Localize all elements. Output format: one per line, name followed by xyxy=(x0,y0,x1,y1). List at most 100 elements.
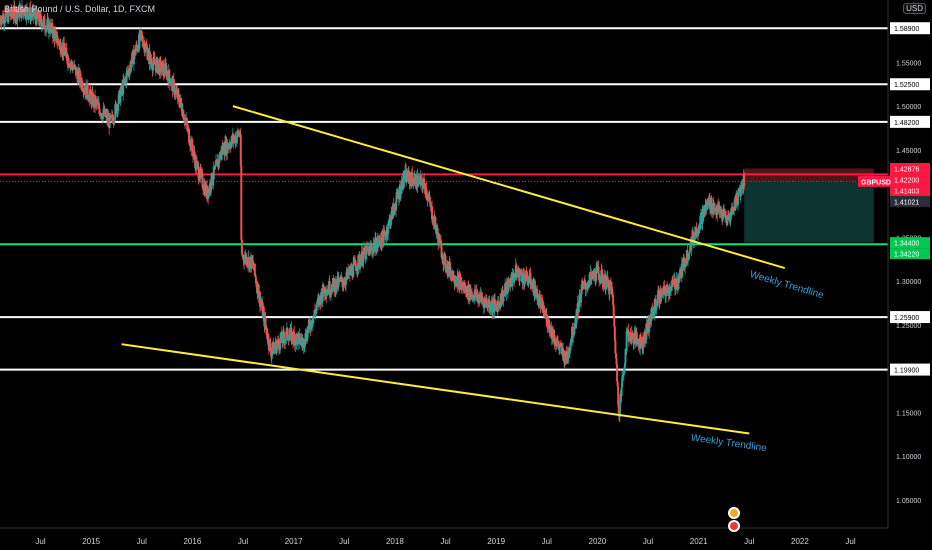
price-tick: 1.25000 xyxy=(896,323,921,330)
event-flag-icon[interactable] xyxy=(728,507,741,520)
candle-body xyxy=(609,282,612,287)
candle-body xyxy=(648,328,651,333)
candle-body xyxy=(46,19,49,26)
candle-body xyxy=(137,34,140,51)
candle-body xyxy=(177,94,180,102)
candle-body xyxy=(417,179,420,186)
candle-body xyxy=(392,204,395,209)
candle-body xyxy=(288,336,291,341)
candle-body xyxy=(305,333,308,340)
candle-body xyxy=(168,78,171,86)
candle-body xyxy=(31,10,34,17)
candle-body xyxy=(3,22,6,25)
candle-body xyxy=(164,63,167,74)
candle-body xyxy=(639,335,642,341)
candle-body xyxy=(177,90,180,95)
candle-body xyxy=(378,236,381,241)
candle-body xyxy=(56,42,59,44)
candle-body xyxy=(660,292,663,299)
candle-body xyxy=(311,324,314,327)
candle-body xyxy=(440,243,443,258)
candle-body xyxy=(428,196,431,202)
candle-body xyxy=(522,272,525,276)
candle-body xyxy=(533,294,536,296)
level-tag xyxy=(890,363,930,376)
candle-body xyxy=(569,344,572,348)
candle-body xyxy=(613,326,616,341)
candle-body xyxy=(434,216,437,227)
candle-body xyxy=(307,320,310,327)
candle-body xyxy=(436,228,439,235)
candle-body xyxy=(541,301,544,313)
candle-body xyxy=(431,219,434,222)
candle-body xyxy=(125,72,128,84)
trendline-2 xyxy=(121,343,750,435)
candle-body xyxy=(258,291,261,306)
candle-body xyxy=(534,285,537,295)
level-tag-text: 1.19900 xyxy=(894,368,919,375)
level-tag xyxy=(890,78,930,91)
candle-body xyxy=(737,191,740,205)
candle-body xyxy=(586,284,589,287)
candle-body xyxy=(233,138,236,142)
candle-body xyxy=(153,56,156,60)
candle-body xyxy=(154,64,157,66)
candle-body xyxy=(254,273,257,278)
candle-body xyxy=(101,113,104,120)
candle-body xyxy=(36,10,39,16)
candle-body xyxy=(633,332,636,341)
candle-body xyxy=(149,54,152,62)
candle-body xyxy=(236,130,239,133)
candle-body xyxy=(580,294,583,303)
candle-body xyxy=(479,293,482,299)
dividend-icon[interactable] xyxy=(728,520,741,533)
candle-body xyxy=(226,142,229,154)
candle-body xyxy=(8,9,11,14)
candle-body xyxy=(406,172,409,180)
candle-body xyxy=(9,12,12,16)
candle-body xyxy=(490,308,493,310)
candle-body xyxy=(54,32,57,41)
candle-body xyxy=(616,364,619,382)
candle-body xyxy=(281,331,284,344)
candle-body xyxy=(172,79,175,83)
candle-body xyxy=(302,339,305,349)
candle-body xyxy=(416,185,419,187)
candle-body xyxy=(726,216,729,226)
candle-body xyxy=(352,260,355,264)
candle-body xyxy=(423,178,426,183)
candle-body xyxy=(719,211,722,214)
candle-body xyxy=(614,340,617,354)
candle-body xyxy=(686,250,689,262)
candle-body xyxy=(286,327,289,339)
candle-body xyxy=(722,209,725,213)
candle-body xyxy=(699,216,702,229)
candle-body xyxy=(199,168,202,174)
candle-body xyxy=(636,338,639,340)
candle-body xyxy=(616,381,619,387)
candle-body xyxy=(461,282,464,290)
candle-body xyxy=(555,342,558,346)
candle-body xyxy=(505,285,508,295)
candle-body xyxy=(670,283,673,286)
currency-label[interactable]: USD xyxy=(903,3,926,14)
candle-body xyxy=(514,273,517,277)
candle-body xyxy=(284,338,287,340)
candle-body xyxy=(449,262,452,276)
candle-body xyxy=(679,269,682,273)
candle-body xyxy=(351,267,354,276)
candle-body xyxy=(444,256,447,269)
candle-body xyxy=(60,53,63,55)
time-tick: 2015 xyxy=(82,537,100,546)
candle-body xyxy=(598,273,601,281)
candle-body xyxy=(240,239,243,254)
price-label-bg xyxy=(890,162,930,174)
candle-body xyxy=(382,230,385,246)
candle-body xyxy=(560,345,563,347)
candle-body xyxy=(156,58,159,73)
candle-body xyxy=(462,287,465,290)
candle-body xyxy=(146,57,149,60)
candle-body xyxy=(495,303,498,307)
candle-body xyxy=(150,61,153,64)
